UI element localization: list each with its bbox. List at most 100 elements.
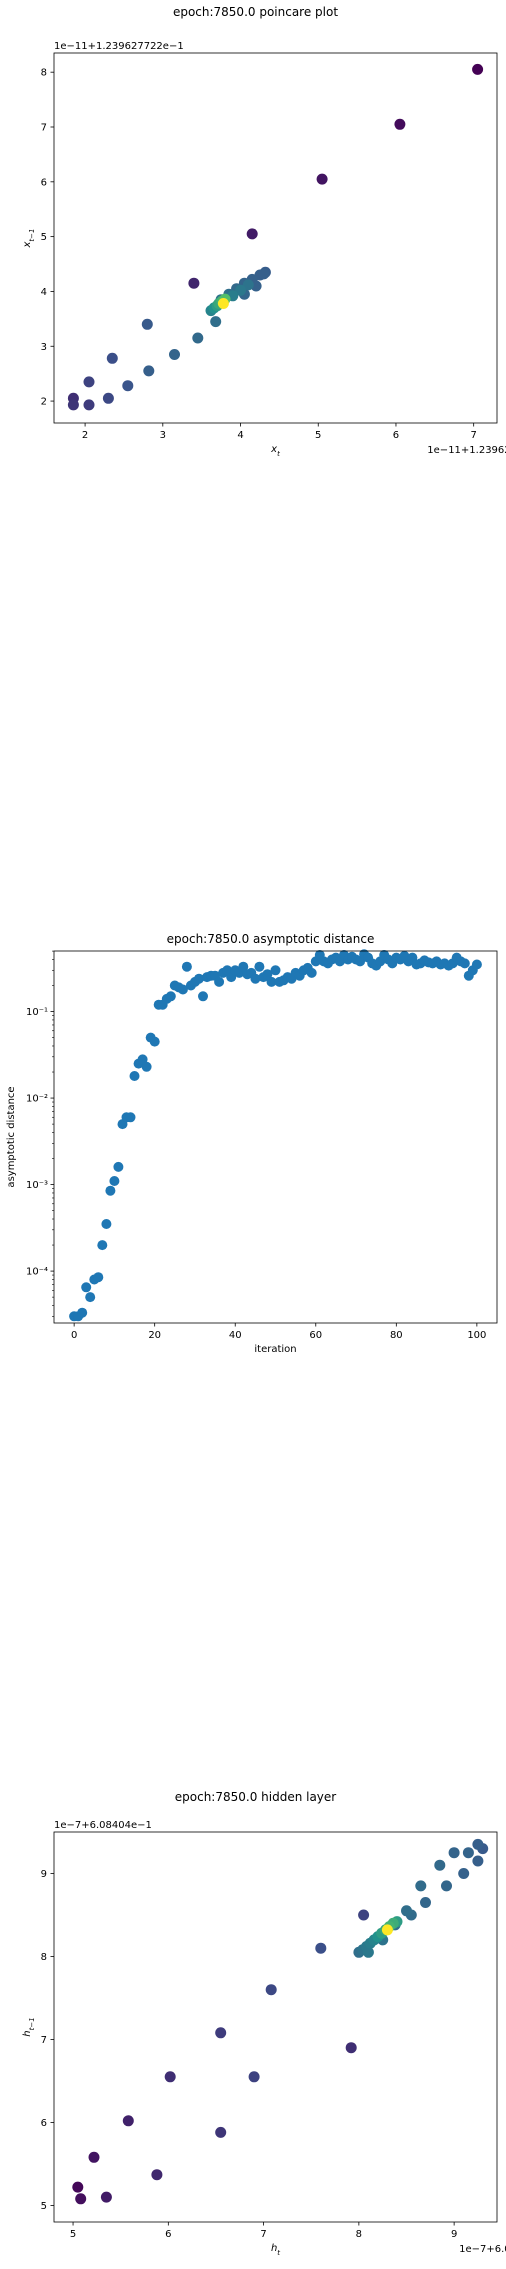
x-tick-label: 7 xyxy=(260,2229,266,2240)
data-point xyxy=(358,1909,370,1921)
x-tick-label: 60 xyxy=(309,1330,322,1341)
y-tick-label: 3 xyxy=(41,342,47,353)
y-offset-label: 1e−7+6.08404e−1 xyxy=(54,1820,152,1831)
y-tick-label: 10⁻³ xyxy=(26,1180,48,1191)
y-tick-label: 6 xyxy=(41,2118,47,2129)
y-tick-label: 8 xyxy=(41,1952,47,1963)
chart-title: epoch:7850.0 asymptotic distance xyxy=(167,932,375,946)
chart-title: epoch:7850.0 poincare plot xyxy=(173,5,338,19)
data-point xyxy=(192,332,204,344)
data-point xyxy=(81,1282,92,1293)
y-tick-label: 8 xyxy=(41,68,47,79)
data-point xyxy=(345,2042,357,2054)
y-tick-label: 4 xyxy=(41,287,47,298)
y-tick-label: 5 xyxy=(41,2201,47,2212)
asymptotic-distance-plot: epoch:7850.0 asymptotic distance 0 20 40 60 8… xyxy=(6,932,498,1355)
data-point xyxy=(93,1272,104,1283)
data-point xyxy=(420,1897,431,1908)
data-point xyxy=(113,1161,124,1172)
data-point xyxy=(141,318,153,330)
data-point xyxy=(265,1984,277,1996)
data-point xyxy=(306,967,317,978)
data-point xyxy=(270,965,281,976)
data-point xyxy=(250,973,261,984)
data-point xyxy=(194,973,204,984)
data-point xyxy=(266,976,277,987)
data-point xyxy=(149,1036,160,1047)
data-point xyxy=(471,959,482,970)
data-point xyxy=(122,2115,134,2127)
y-tick-label: 7 xyxy=(41,2035,47,2046)
x-tick-label: 40 xyxy=(229,1330,242,1341)
data-point xyxy=(102,392,114,404)
data-point xyxy=(415,1880,427,1892)
x-axis-label: xt xyxy=(270,444,280,458)
y-tick-label: 9 xyxy=(41,1869,47,1880)
y-axis-label: xt−1 xyxy=(22,229,36,249)
data-point xyxy=(83,376,95,388)
data-point xyxy=(214,976,225,987)
data-point xyxy=(143,365,155,377)
data-point xyxy=(137,1054,148,1065)
data-point xyxy=(238,961,249,972)
data-point xyxy=(105,1185,116,1196)
x-tick-label: 9 xyxy=(451,2229,457,2240)
data-point xyxy=(472,1838,484,1850)
data-point xyxy=(262,969,273,980)
x-tick-label: 6 xyxy=(165,2229,171,2240)
data-point xyxy=(106,352,118,364)
x-tick-label: 8 xyxy=(356,2229,362,2240)
plot-frame xyxy=(53,950,498,1324)
chart-title: epoch:7850.0 hidden layer xyxy=(175,1790,337,1804)
data-point xyxy=(215,2027,227,2039)
data-point xyxy=(75,2193,87,2205)
data-point xyxy=(462,1847,474,1859)
data-point xyxy=(141,1061,152,1072)
data-point xyxy=(164,2071,176,2083)
data-point xyxy=(362,1946,374,1958)
data-point xyxy=(434,1859,446,1871)
data-point xyxy=(181,961,192,972)
data-point xyxy=(83,399,95,411)
data-point xyxy=(217,298,229,309)
x-offset-label: 1e−7+6.08404e−1 xyxy=(459,2244,506,2255)
data-point xyxy=(235,284,246,296)
x-tick-label: 80 xyxy=(390,1330,403,1341)
data-point xyxy=(101,1219,112,1229)
data-point xyxy=(394,118,406,130)
data-point xyxy=(472,1855,484,1867)
x-tick-label: 5 xyxy=(70,2229,76,2240)
data-point xyxy=(88,2151,100,2163)
x-offset-label: 1e−11+1.239627722e−1 xyxy=(427,445,506,456)
data-point xyxy=(177,984,188,995)
data-point xyxy=(77,1307,88,1318)
data-point xyxy=(169,349,180,360)
data-point xyxy=(381,1924,393,1936)
x-tick-label: 0 xyxy=(71,1330,77,1341)
y-tick-label: 10⁻⁴ xyxy=(26,1267,48,1278)
data-point xyxy=(125,1112,136,1123)
y-axis-label: asymptotic distance xyxy=(6,1086,17,1187)
y-tick-label: 10⁻² xyxy=(26,1094,48,1105)
x-tick-label: 4 xyxy=(237,430,243,441)
x-tick-label: 7 xyxy=(470,430,476,441)
data-point xyxy=(151,2169,163,2181)
data-point xyxy=(129,1071,140,1081)
y-tick-label: 6 xyxy=(41,177,47,188)
data-point xyxy=(458,1868,470,1879)
data-point xyxy=(72,2181,84,2193)
data-point xyxy=(122,380,134,392)
x-tick-label: 3 xyxy=(160,430,166,441)
data-point xyxy=(254,961,265,972)
x-axis-label: ht xyxy=(271,2243,280,2257)
data-point xyxy=(109,1176,120,1186)
x-axis-label: iteration xyxy=(254,1344,296,1355)
plot-frame xyxy=(53,52,498,424)
y-tick-label: 10⁻¹ xyxy=(26,1007,48,1018)
y-axis-label: ht−1 xyxy=(22,2017,36,2036)
y-offset-label: 1e−11+1.239627722e−1 xyxy=(54,41,184,52)
data-point xyxy=(258,268,270,280)
x-tick-label: 100 xyxy=(467,1330,486,1341)
data-point xyxy=(100,2191,112,2203)
x-tick-label: 5 xyxy=(315,430,321,441)
